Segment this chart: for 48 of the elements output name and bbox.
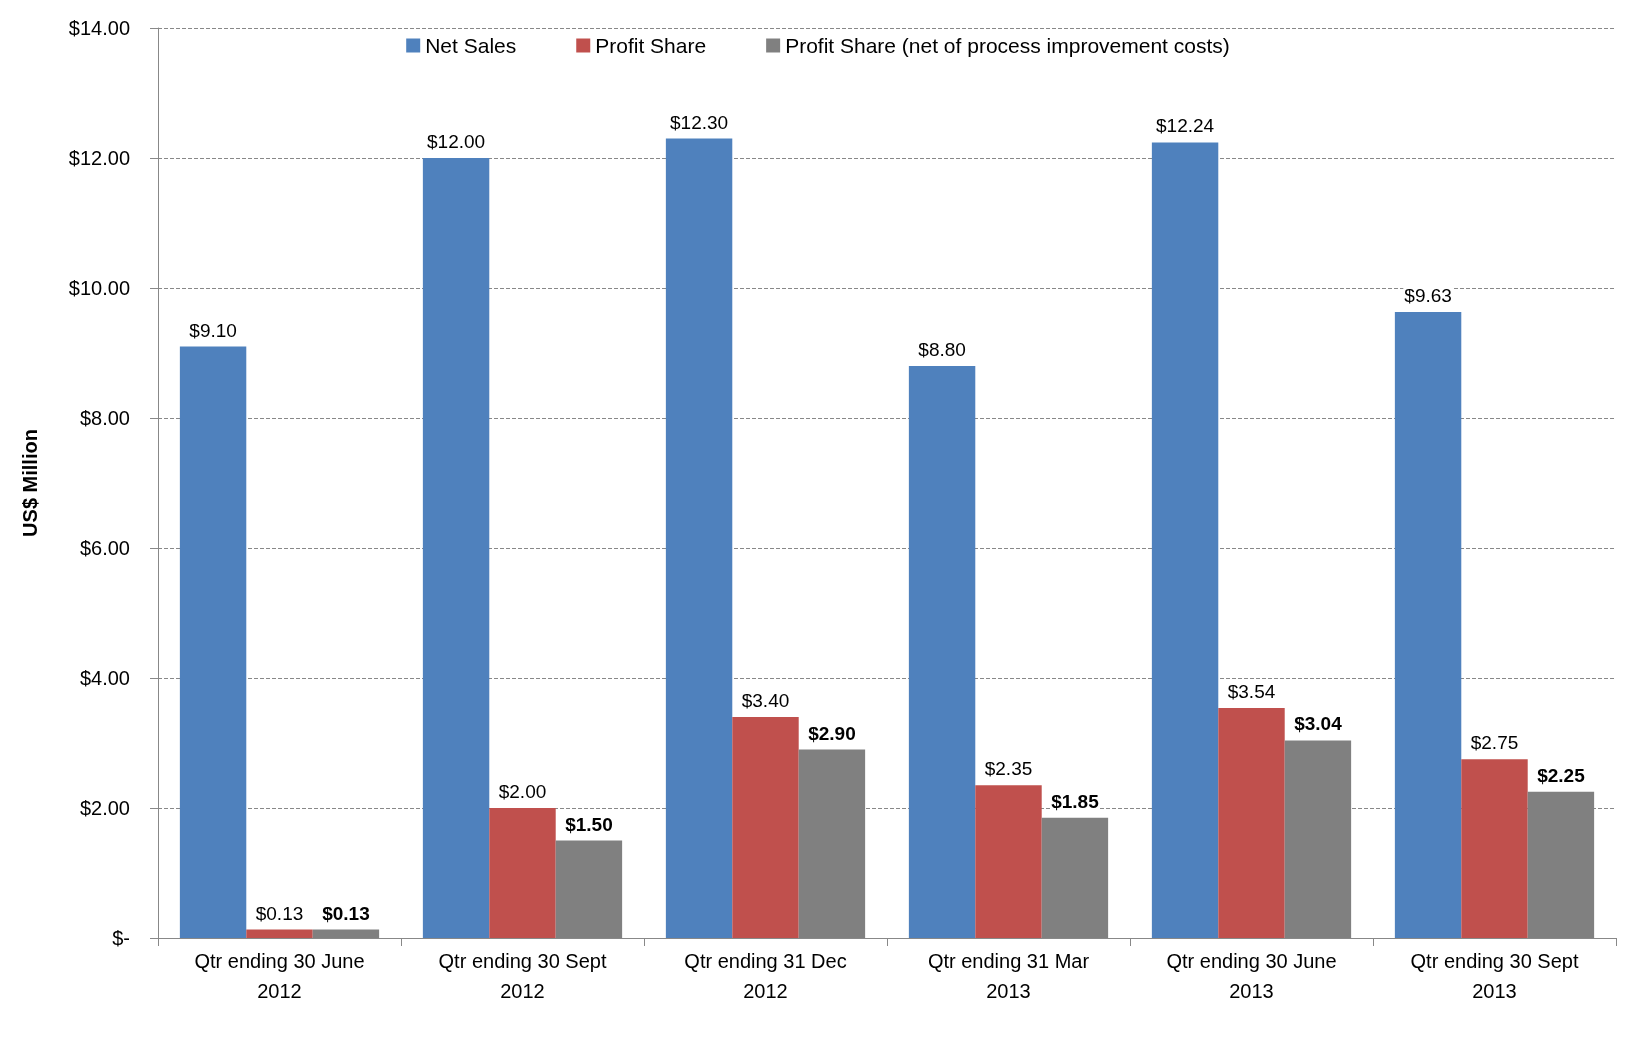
data-label: $0.13 bbox=[255, 902, 304, 924]
bar bbox=[732, 717, 799, 938]
data-label: $0.13 bbox=[322, 902, 370, 924]
x-tick-label: Qtr ending 31 Mar 2013 bbox=[927, 950, 1090, 1002]
data-label: $12.00 bbox=[427, 131, 486, 152]
x-tick-label: Qtr ending 30 June 2013 bbox=[1166, 950, 1337, 1002]
y-tick-label: $8.00 bbox=[79, 407, 130, 429]
data-label: $2.35 bbox=[984, 758, 1033, 780]
x-tick-label: Qtr ending 30 Sept 2013 bbox=[1410, 950, 1579, 1002]
legend-label: Profit Share bbox=[595, 34, 707, 57]
data-label: $2.75 bbox=[1470, 732, 1519, 754]
y-tick-label: $6.00 bbox=[79, 537, 130, 559]
data-label: $9.10 bbox=[189, 319, 237, 341]
bar bbox=[1461, 759, 1528, 938]
data-label: $2.00 bbox=[498, 781, 547, 802]
data-label: $2.25 bbox=[1537, 764, 1586, 786]
bar bbox=[179, 346, 247, 938]
y-tick-label: $12.00 bbox=[68, 147, 130, 169]
y-tick-label: $4.00 bbox=[79, 667, 130, 689]
y-tick-label: $14.00 bbox=[68, 17, 130, 39]
data-label: $1.50 bbox=[565, 813, 613, 835]
data-label: $2.90 bbox=[808, 722, 856, 744]
data-label: $12.24 bbox=[1156, 115, 1215, 137]
y-axis-title: US$ Million bbox=[19, 429, 41, 537]
data-label: $1.85 bbox=[1051, 790, 1100, 812]
legend-label: Profit Share (net of process improvement costs) bbox=[785, 34, 1230, 57]
bar bbox=[422, 158, 490, 938]
y-tick-label: $10.00 bbox=[68, 277, 130, 299]
y-tick-label: $2.00 bbox=[79, 797, 130, 819]
y-tick-label: $- bbox=[112, 927, 130, 949]
bar bbox=[246, 929, 313, 938]
bar bbox=[975, 785, 1042, 938]
bar bbox=[489, 808, 556, 938]
data-label: $9.63 bbox=[1404, 285, 1452, 307]
data-label: $8.80 bbox=[918, 339, 966, 360]
bar bbox=[1218, 707, 1285, 938]
data-label: $3.54 bbox=[1227, 680, 1276, 702]
data-label: $3.40 bbox=[741, 690, 790, 711]
bar bbox=[1151, 142, 1219, 938]
x-tick-label: Qtr ending 30 Sept 2012 bbox=[438, 950, 607, 1002]
x-tick-label: Qtr ending 31 Dec 2012 bbox=[684, 950, 847, 1002]
bar bbox=[908, 366, 976, 938]
legend-label: Net Sales bbox=[425, 34, 517, 57]
x-tick-label: Qtr ending 30 June 2012 bbox=[194, 950, 365, 1002]
bar bbox=[1394, 312, 1462, 938]
data-label: $12.30 bbox=[670, 111, 729, 133]
bar bbox=[665, 138, 733, 938]
data-label: $3.04 bbox=[1294, 713, 1343, 735]
